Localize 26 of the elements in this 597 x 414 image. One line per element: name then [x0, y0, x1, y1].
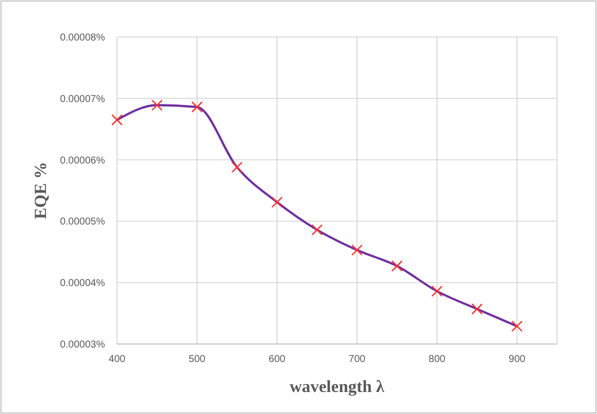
point [351, 244, 363, 256]
x-axis-title: wavelength λ [290, 377, 386, 396]
point [511, 320, 523, 332]
x-tick-label: 900 [508, 354, 526, 365]
point [471, 303, 483, 315]
point [231, 162, 243, 173]
point [311, 224, 323, 236]
point [191, 101, 203, 113]
line-series [116, 104, 518, 328]
point [391, 260, 403, 272]
x-tick-label: 500 [188, 354, 206, 365]
y-tick-label: 0.00004% [60, 278, 106, 290]
point [431, 286, 443, 297]
x-tick-label: 700 [348, 354, 366, 365]
x-tick-label: 600 [268, 354, 286, 365]
y-tick-label: 0.00003% [60, 340, 106, 350]
y-tick-label: 0.00005% [60, 216, 106, 228]
point [111, 114, 123, 126]
y-tick-label: 0.00008% [60, 32, 106, 44]
y-axis-title: EQE % [31, 162, 50, 220]
x-tick-label: 800 [428, 354, 446, 365]
point [271, 196, 283, 208]
point [151, 100, 163, 111]
x-tick-label: 400 [108, 354, 126, 365]
y-tick-label: 0.00006% [60, 155, 106, 166]
y-tick-label: 0.00007% [60, 94, 106, 105]
